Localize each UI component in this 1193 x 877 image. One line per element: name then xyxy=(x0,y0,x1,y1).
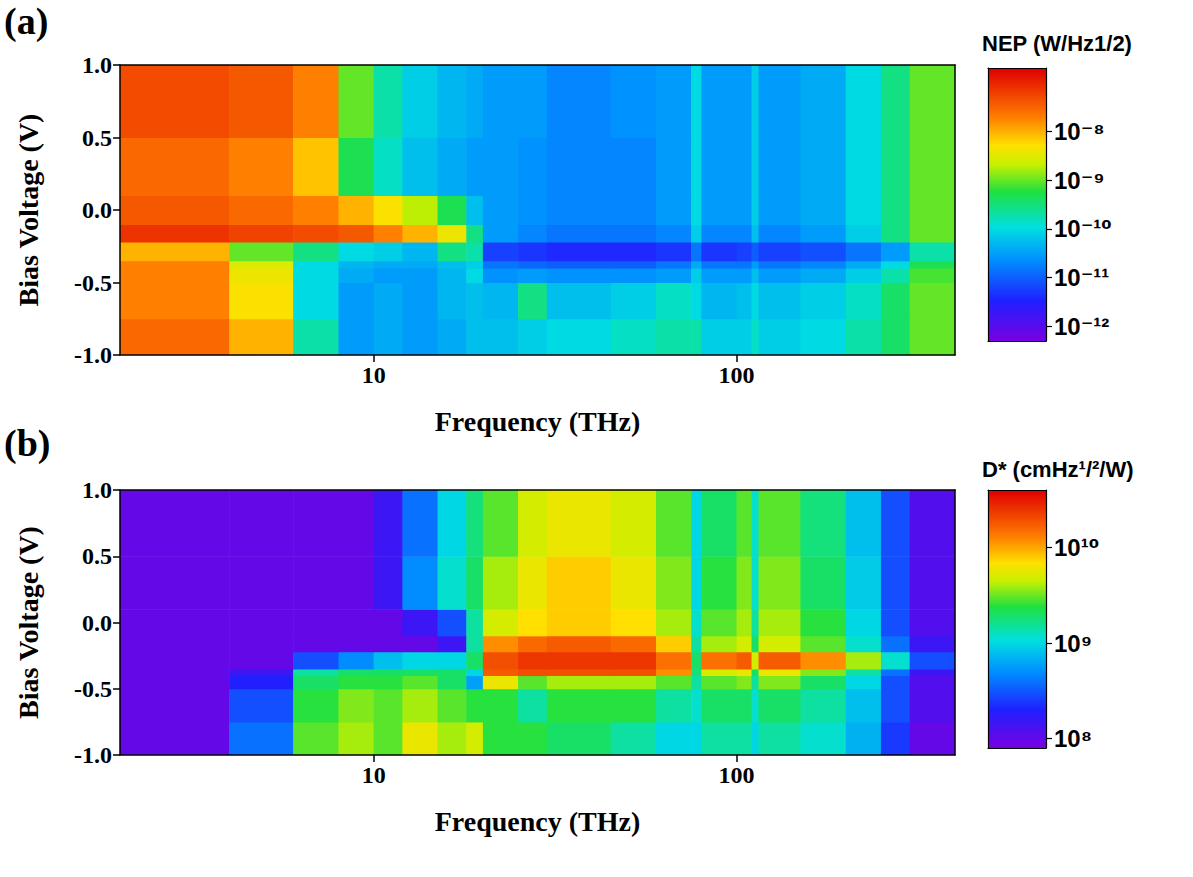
svg-text:Bias Voltage (V): Bias Voltage (V) xyxy=(13,114,44,307)
svg-text:10: 10 xyxy=(362,362,386,388)
svg-text:-1.0: -1.0 xyxy=(74,342,112,368)
svg-text:-0.5: -0.5 xyxy=(74,270,112,296)
svg-text:10⁻⁹: 10⁻⁹ xyxy=(1054,167,1105,194)
svg-text:Frequency (THz): Frequency (THz) xyxy=(435,406,641,437)
svg-text:-1.0: -1.0 xyxy=(74,742,112,768)
svg-text:10⁻¹¹: 10⁻¹¹ xyxy=(1054,264,1109,291)
svg-text:0.5: 0.5 xyxy=(82,543,112,569)
svg-text:10: 10 xyxy=(362,762,386,788)
svg-text:1.0: 1.0 xyxy=(82,477,112,503)
svg-text:1.0: 1.0 xyxy=(82,52,112,78)
svg-text:Bias Voltage (V): Bias Voltage (V) xyxy=(13,526,44,719)
svg-text:Frequency (THz): Frequency (THz) xyxy=(435,806,641,837)
svg-text:(b): (b) xyxy=(4,422,50,465)
svg-text:NEP (W/Hz1/2): NEP (W/Hz1/2) xyxy=(982,31,1132,56)
svg-text:10⁹: 10⁹ xyxy=(1054,630,1092,657)
svg-text:-0.5: -0.5 xyxy=(74,676,112,702)
svg-text:10⁻⁸: 10⁻⁸ xyxy=(1054,118,1105,145)
svg-text:D* (cmHz¹/²/W): D* (cmHz¹/²/W) xyxy=(982,457,1134,482)
svg-text:0.0: 0.0 xyxy=(82,197,112,223)
svg-text:10⁸: 10⁸ xyxy=(1054,725,1092,752)
svg-text:10¹⁰: 10¹⁰ xyxy=(1054,534,1099,561)
svg-text:0.5: 0.5 xyxy=(82,125,112,151)
svg-text:10⁻¹²: 10⁻¹² xyxy=(1054,313,1109,340)
svg-text:(a): (a) xyxy=(4,0,48,43)
svg-text:100: 100 xyxy=(719,762,755,788)
svg-text:100: 100 xyxy=(719,362,755,388)
svg-text:0.0: 0.0 xyxy=(82,610,112,636)
svg-text:10⁻¹⁰: 10⁻¹⁰ xyxy=(1054,215,1112,242)
